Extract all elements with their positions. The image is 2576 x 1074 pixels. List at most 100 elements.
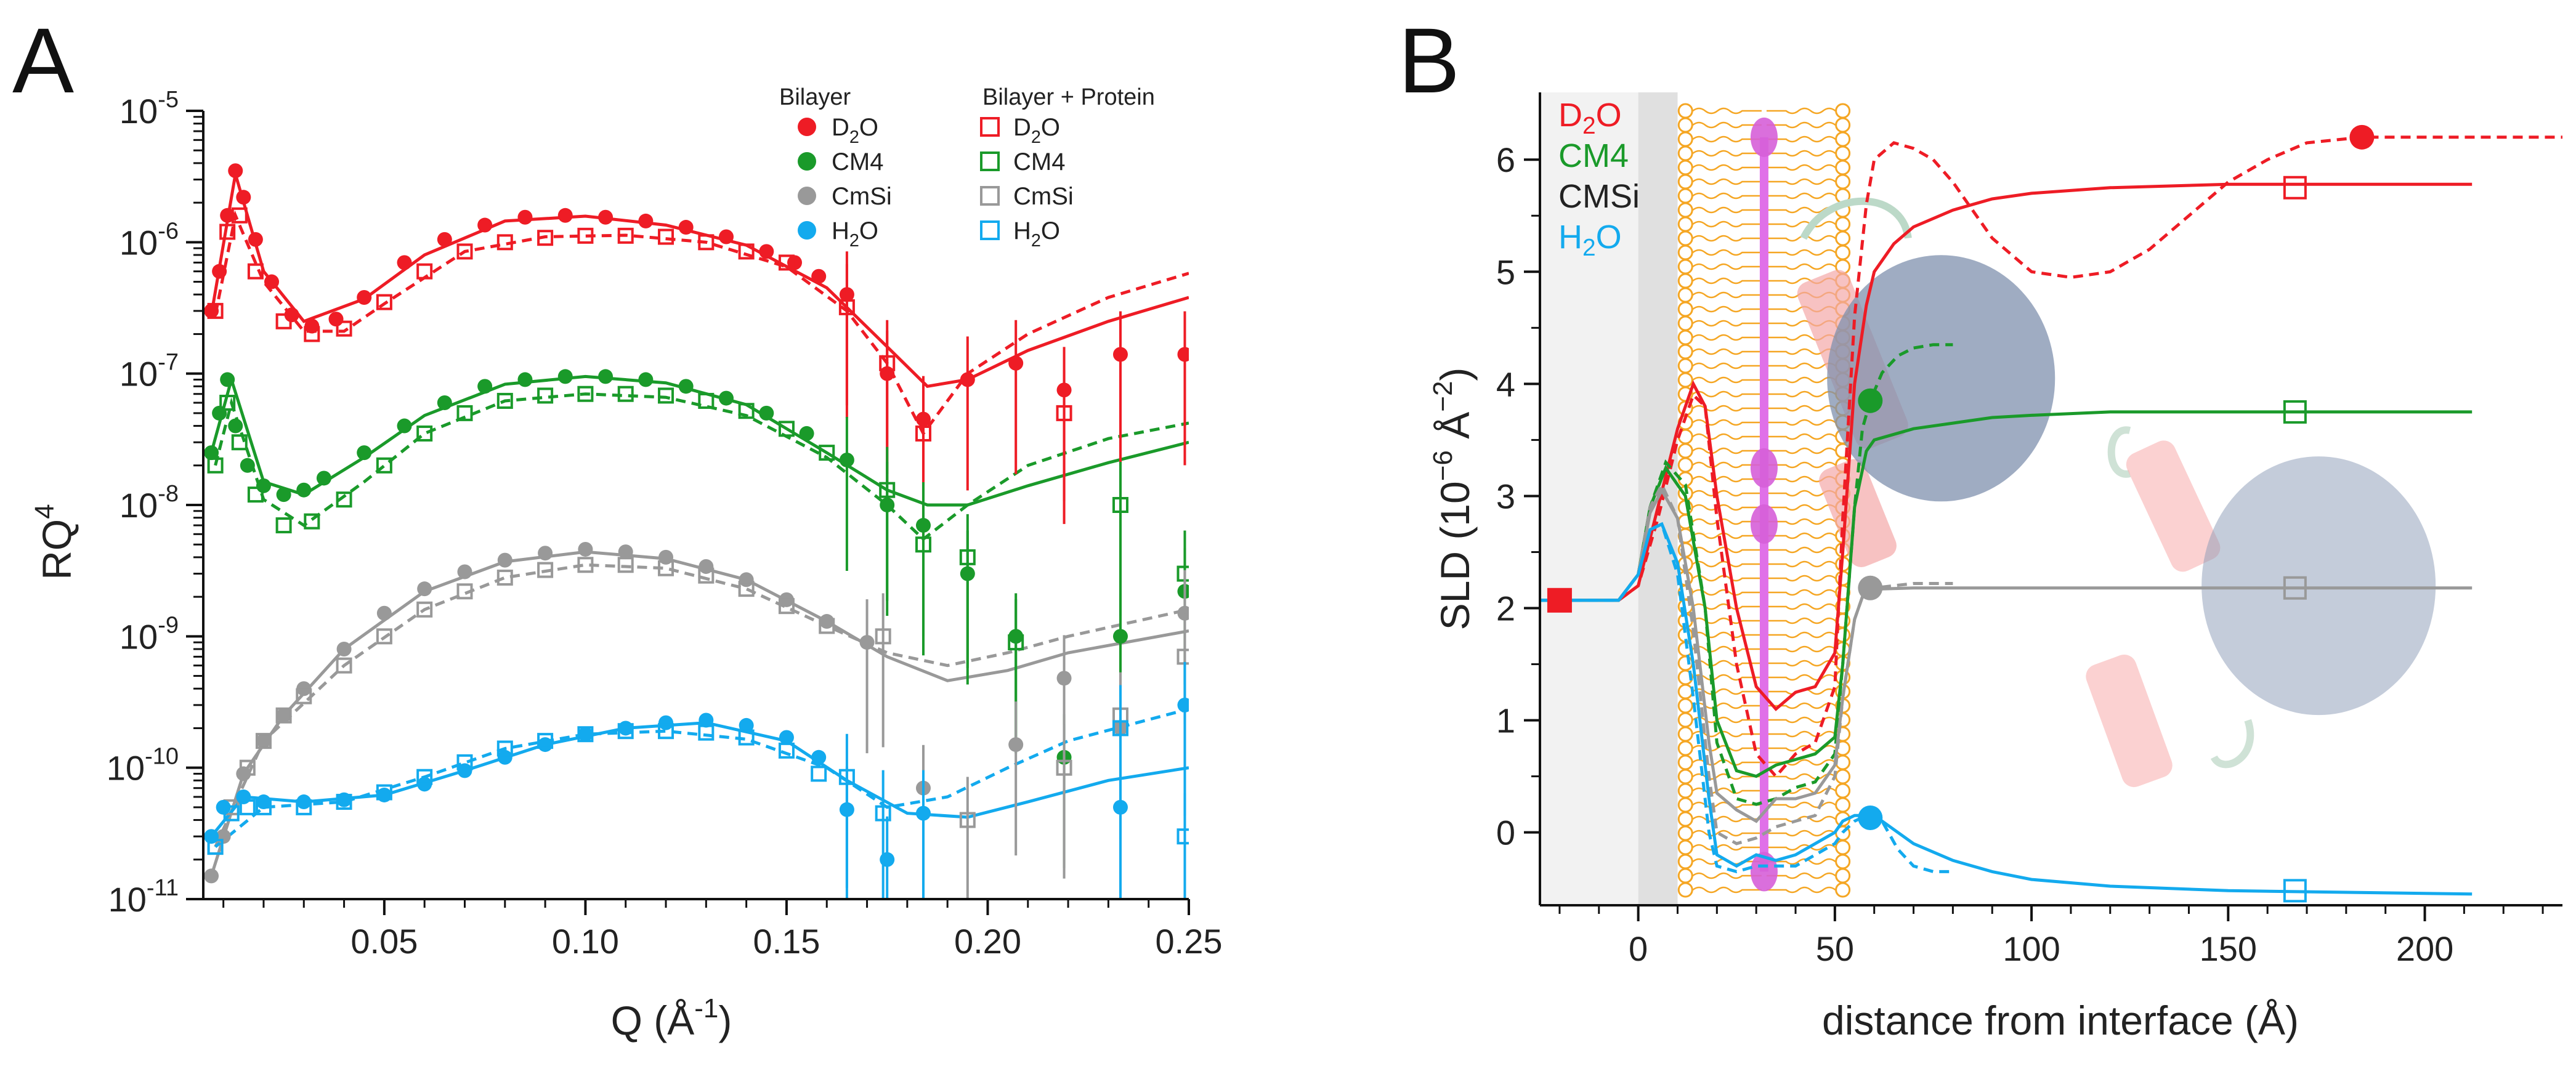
lipid-headgroup-icon	[1835, 839, 1851, 855]
lipid-tail-icon	[1692, 447, 1762, 454]
lipid-tail-icon	[1692, 702, 1762, 709]
data-point-H2O	[838, 769, 855, 785]
y-tick-exponent: -11	[147, 875, 179, 901]
lipid-tail-icon	[1766, 390, 1836, 398]
data-point-D2O	[638, 213, 654, 228]
legend-label-protein: H2O	[1013, 217, 1060, 251]
lipid-headgroup-icon	[1677, 259, 1693, 275]
lipid-headgroup-icon	[1677, 754, 1693, 770]
lipid-tail-icon	[1766, 532, 1836, 539]
lipid-headgroup-icon	[1677, 174, 1693, 190]
sld-marker-CMSi	[2283, 576, 2307, 600]
panel-a-y-axis-title: RQ4	[30, 504, 79, 579]
sld-legend-label: H2O	[1558, 219, 1622, 261]
data-point-D2O	[304, 326, 320, 342]
legend-header-protein: Bilayer + Protein	[982, 84, 1155, 110]
sld-line-D2O-dashed	[1540, 135, 2562, 779]
lipid-tail-icon	[1766, 178, 1836, 185]
lipid-headgroup-icon	[1835, 131, 1851, 147]
lipid-tail-icon	[1766, 546, 1836, 554]
legend-label-protein-main: CmSi	[1013, 183, 1074, 210]
lipid-tail-icon	[1692, 830, 1762, 837]
data-point-CMSi	[376, 628, 392, 645]
lipid-headgroup-icon	[1677, 230, 1693, 246]
legend-label-bilayer: CM4	[832, 148, 883, 176]
lipid-tail-icon	[1692, 192, 1762, 200]
lipid-headgroup-icon	[1677, 825, 1693, 841]
data-point-CMSi	[255, 733, 272, 749]
data-point-CM4	[207, 457, 224, 474]
fit-line-CM4-protein	[214, 392, 1189, 541]
lipid-tail-icon	[1692, 263, 1762, 270]
data-point-D2O	[376, 294, 392, 310]
data-point-CMSi	[577, 557, 594, 573]
data-point-CM4	[275, 517, 292, 534]
data-point-CM4	[477, 379, 493, 394]
legend-marker-bilayer	[798, 118, 816, 136]
legend-marker-protein	[980, 117, 1000, 137]
lipid-tail-icon	[1692, 660, 1762, 667]
data-point-CMSi	[617, 557, 634, 573]
data-point-D2O	[204, 303, 219, 318]
lipid-tail-icon	[1692, 504, 1762, 511]
data-point-D2O	[738, 243, 755, 260]
y-tick-exponent: -10	[145, 744, 179, 770]
data-point-CM4	[357, 445, 372, 461]
lipid-headgroup-icon	[1677, 684, 1693, 700]
data-point-D2O	[1056, 405, 1072, 421]
lipid-tail-icon	[1766, 660, 1836, 667]
lipid-headgroup-icon	[1835, 216, 1851, 232]
lipid-headgroup-icon	[1677, 244, 1693, 260]
data-point-D2O	[231, 207, 248, 224]
data-point-D2O	[275, 313, 292, 329]
data-point-CMSi	[336, 657, 352, 674]
lipid-tail-icon	[1766, 107, 1836, 115]
sld-marker-D2O	[2349, 124, 2375, 150]
y-tick-exponent: -7	[158, 350, 179, 376]
lipid-headgroup-icon	[1677, 457, 1693, 473]
x-tick-label: 0.25	[1156, 922, 1223, 961]
data-point-D2O	[960, 372, 975, 387]
data-point-D2O	[247, 263, 264, 280]
substrate-region	[1540, 92, 1638, 905]
lipid-tail-icon	[1692, 716, 1762, 724]
data-point-D2O	[416, 263, 433, 280]
y-tick-label: 5	[1496, 252, 1515, 291]
lipid-headgroup-icon	[1677, 698, 1693, 714]
data-point-CMSi	[578, 541, 593, 557]
y-tick-exponent: -9	[158, 612, 179, 638]
legend-label-protein-main: CM4	[1013, 148, 1065, 176]
data-point-CMSi	[457, 564, 472, 579]
protein-loop-icon	[2210, 719, 2254, 769]
data-point-D2O	[220, 208, 235, 223]
sld-marker-H2O	[2283, 879, 2307, 903]
data-point-CM4	[678, 379, 694, 394]
legend-label-bilayer-main: H	[832, 217, 849, 244]
legend-label-bilayer-sub: 2	[849, 127, 859, 147]
data-point-CM4	[1112, 497, 1128, 513]
panel-b-letter: B	[1398, 9, 1460, 112]
lipid-headgroup-icon	[1677, 273, 1693, 289]
y-tick-label: 10-10	[107, 744, 179, 788]
legend-label-protein-main: H	[1013, 217, 1031, 244]
data-point-D2O	[787, 255, 802, 270]
sld-legend-label-end: O	[1596, 97, 1622, 134]
data-point-H2O	[658, 715, 674, 730]
legend-label-bilayer: CmSi	[832, 183, 892, 210]
y-tick-base: 10	[119, 92, 158, 131]
legend-label-bilayer-sub: 2	[849, 231, 859, 251]
lipid-tail-icon	[1766, 518, 1836, 525]
legend-label-bilayer-end: O	[859, 114, 878, 141]
sld-marker-CM4	[2283, 400, 2307, 424]
sld-legend-label-main: H	[1558, 219, 1582, 256]
data-point-H2O	[236, 789, 251, 804]
data-point-H2O	[538, 737, 553, 753]
lipid-headgroup-icon	[1677, 216, 1693, 232]
data-point-CMSi	[875, 628, 891, 645]
lipid-tail-icon	[1766, 730, 1836, 738]
sld-line-CM4-dashed	[1540, 343, 1953, 806]
lipid-headgroup-icon	[1677, 783, 1693, 799]
data-point-H2O	[578, 727, 593, 742]
lipid-headgroup-icon	[1677, 159, 1693, 176]
data-point-H2O	[456, 754, 473, 770]
